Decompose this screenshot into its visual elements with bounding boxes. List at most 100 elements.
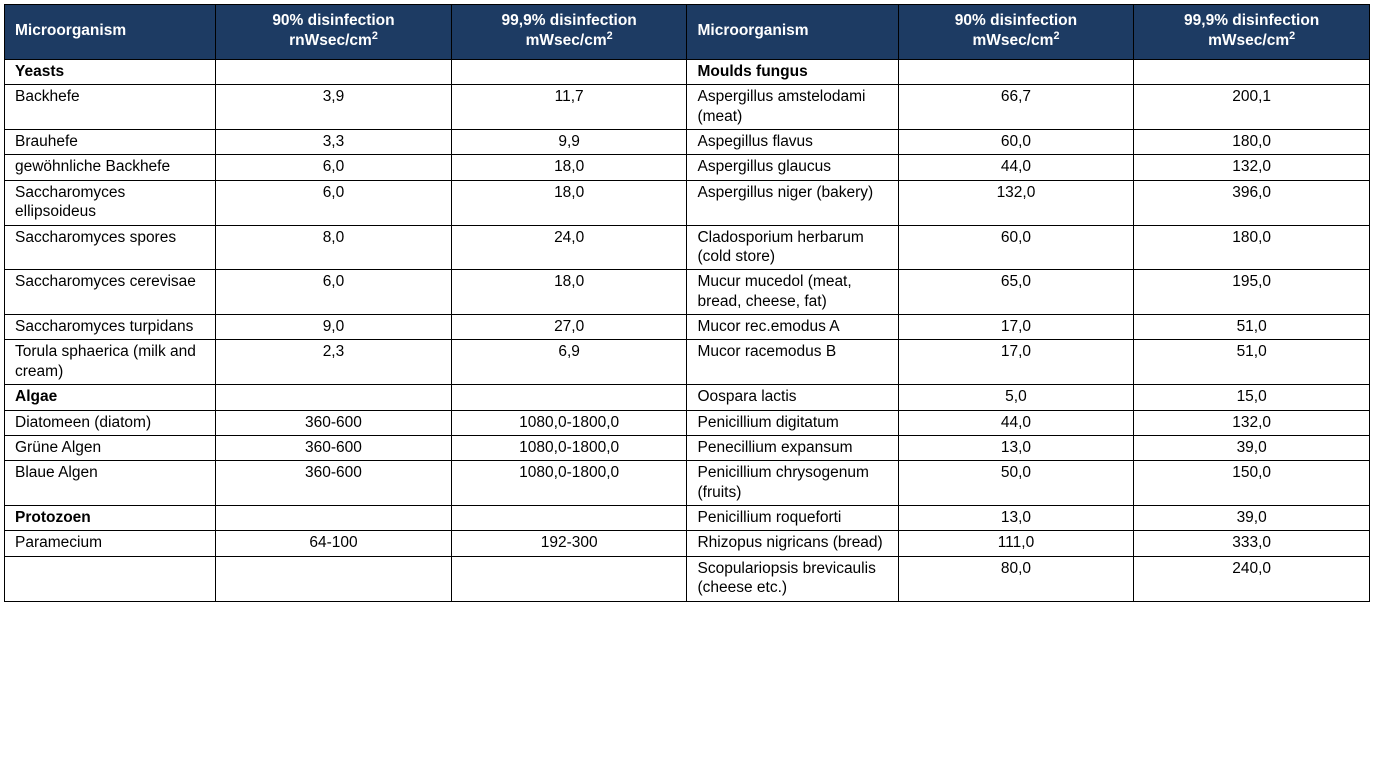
- cell-r-name: Aspergillus glaucus: [687, 155, 898, 180]
- cell-l-v90: 64-100: [216, 531, 452, 556]
- cell-l-v90: [216, 556, 452, 601]
- cell-l-v90: [216, 506, 452, 531]
- cell-r-v999: 150,0: [1134, 461, 1370, 506]
- cell-l-v999: 18,0: [451, 270, 687, 315]
- cell-r-v999: 39,0: [1134, 506, 1370, 531]
- cell-l-name: Diatomeen (diatom): [5, 410, 216, 435]
- cell-r-v999: 180,0: [1134, 130, 1370, 155]
- cell-l-v999: 1080,0-1800,0: [451, 435, 687, 460]
- cell-r-v999: 240,0: [1134, 556, 1370, 601]
- cell-l-v90: 3,9: [216, 85, 452, 130]
- cell-l-name: Saccharomyces ellipsoideus: [5, 180, 216, 225]
- cell-r-v90: 44,0: [898, 410, 1134, 435]
- cell-l-name: [5, 556, 216, 601]
- cell-r-v999: 195,0: [1134, 270, 1370, 315]
- cell-r-name: Moulds fungus: [687, 59, 898, 84]
- table-row: Grüne Algen360-6001080,0-1800,0Penecilli…: [5, 435, 1370, 460]
- cell-l-name: Blaue Algen: [5, 461, 216, 506]
- cell-l-v999: 11,7: [451, 85, 687, 130]
- cell-l-v90: 6,0: [216, 155, 452, 180]
- table-row: YeastsMoulds fungus: [5, 59, 1370, 84]
- cell-r-v90: 60,0: [898, 225, 1134, 270]
- cell-l-name: Saccharomyces spores: [5, 225, 216, 270]
- cell-r-name: Penecillium expansum: [687, 435, 898, 460]
- cell-r-v90: 111,0: [898, 531, 1134, 556]
- cell-r-v90: 44,0: [898, 155, 1134, 180]
- cell-l-name: Brauhefe: [5, 130, 216, 155]
- cell-l-v90: 2,3: [216, 340, 452, 385]
- cell-r-v999: 180,0: [1134, 225, 1370, 270]
- cell-r-v999: 39,0: [1134, 435, 1370, 460]
- table-row: gewöhnliche Backhefe6,018,0Aspergillus g…: [5, 155, 1370, 180]
- cell-l-name: Protozoen: [5, 506, 216, 531]
- cell-r-v90: 5,0: [898, 385, 1134, 410]
- cell-r-v90: 80,0: [898, 556, 1134, 601]
- cell-r-v999: 15,0: [1134, 385, 1370, 410]
- cell-r-v999: [1134, 59, 1370, 84]
- cell-l-name: Torula sphaerica (milk and cream): [5, 340, 216, 385]
- hdr-right-999: 99,9% disinfectionmWsec/cm2: [1134, 5, 1370, 60]
- cell-r-v90: 132,0: [898, 180, 1134, 225]
- table-row: Scopulariopsis brevicaulis (cheese etc.)…: [5, 556, 1370, 601]
- cell-r-name: Mucor rec.emodus A: [687, 315, 898, 340]
- table-row: Saccharomyces cerevisae6,018,0Mucur muce…: [5, 270, 1370, 315]
- cell-l-v999: [451, 556, 687, 601]
- cell-r-v90: 13,0: [898, 506, 1134, 531]
- cell-r-v999: 132,0: [1134, 410, 1370, 435]
- cell-r-name: Cladosporium herbarum (cold store): [687, 225, 898, 270]
- cell-r-name: Penicillium roqueforti: [687, 506, 898, 531]
- cell-l-v90: 6,0: [216, 180, 452, 225]
- cell-r-name: Aspegillus flavus: [687, 130, 898, 155]
- cell-l-v90: 360-600: [216, 435, 452, 460]
- table-row: AlgaeOospara lactis5,015,0: [5, 385, 1370, 410]
- cell-r-v999: 200,1: [1134, 85, 1370, 130]
- cell-r-v999: 396,0: [1134, 180, 1370, 225]
- hdr-right-90: 90% disinfectionmWsec/cm2: [898, 5, 1134, 60]
- table-row: Saccharomyces spores8,024,0Cladosporium …: [5, 225, 1370, 270]
- table-row: Saccharomyces ellipsoideus6,018,0Aspergi…: [5, 180, 1370, 225]
- cell-l-name: gewöhnliche Backhefe: [5, 155, 216, 180]
- cell-r-v90: 66,7: [898, 85, 1134, 130]
- cell-l-v999: [451, 385, 687, 410]
- cell-r-v999: 333,0: [1134, 531, 1370, 556]
- hdr-right-microorganism: Microorganism: [687, 5, 898, 60]
- cell-r-name: Mucur mucedol (meat, bread, cheese, fat): [687, 270, 898, 315]
- disinfection-table: Microorganism 90% disinfectionrnWsec/cm2…: [4, 4, 1370, 602]
- cell-r-v999: 51,0: [1134, 315, 1370, 340]
- cell-l-v999: 192-300: [451, 531, 687, 556]
- cell-l-name: Algae: [5, 385, 216, 410]
- cell-r-name: Rhizopus nigricans (bread): [687, 531, 898, 556]
- cell-l-v999: 1080,0-1800,0: [451, 410, 687, 435]
- cell-l-name: Paramecium: [5, 531, 216, 556]
- cell-l-v999: 18,0: [451, 180, 687, 225]
- hdr-left-90: 90% disinfectionrnWsec/cm2: [216, 5, 452, 60]
- table-row: Blaue Algen360-6001080,0-1800,0Penicilli…: [5, 461, 1370, 506]
- cell-r-v999: 51,0: [1134, 340, 1370, 385]
- cell-l-v90: [216, 59, 452, 84]
- table-row: Diatomeen (diatom)360-6001080,0-1800,0Pe…: [5, 410, 1370, 435]
- cell-r-v90: 17,0: [898, 340, 1134, 385]
- cell-l-name: Backhefe: [5, 85, 216, 130]
- cell-r-v999: 132,0: [1134, 155, 1370, 180]
- cell-l-v90: 8,0: [216, 225, 452, 270]
- cell-l-v999: [451, 506, 687, 531]
- cell-l-v999: 24,0: [451, 225, 687, 270]
- cell-r-v90: [898, 59, 1134, 84]
- cell-r-name: Penicillium digitatum: [687, 410, 898, 435]
- cell-r-v90: 60,0: [898, 130, 1134, 155]
- table-row: Backhefe3,911,7Aspergillus amstelodami (…: [5, 85, 1370, 130]
- cell-r-name: Penicillium chrysogenum (fruits): [687, 461, 898, 506]
- hdr-left-999: 99,9% disinfectionmWsec/cm2: [451, 5, 687, 60]
- table-row: Brauhefe3,39,9Aspegillus flavus60,0180,0: [5, 130, 1370, 155]
- cell-r-name: Mucor racemodus B: [687, 340, 898, 385]
- table-header: Microorganism 90% disinfectionrnWsec/cm2…: [5, 5, 1370, 60]
- cell-r-name: Aspergillus amstelodami (meat): [687, 85, 898, 130]
- cell-l-v999: [451, 59, 687, 84]
- cell-r-name: Aspergillus niger (bakery): [687, 180, 898, 225]
- cell-r-v90: 65,0: [898, 270, 1134, 315]
- cell-l-name: Saccharomyces cerevisae: [5, 270, 216, 315]
- cell-l-v90: 3,3: [216, 130, 452, 155]
- table-body: YeastsMoulds fungusBackhefe3,911,7Asperg…: [5, 59, 1370, 601]
- table-row: Saccharomyces turpidans9,027,0Mucor rec.…: [5, 315, 1370, 340]
- cell-r-v90: 50,0: [898, 461, 1134, 506]
